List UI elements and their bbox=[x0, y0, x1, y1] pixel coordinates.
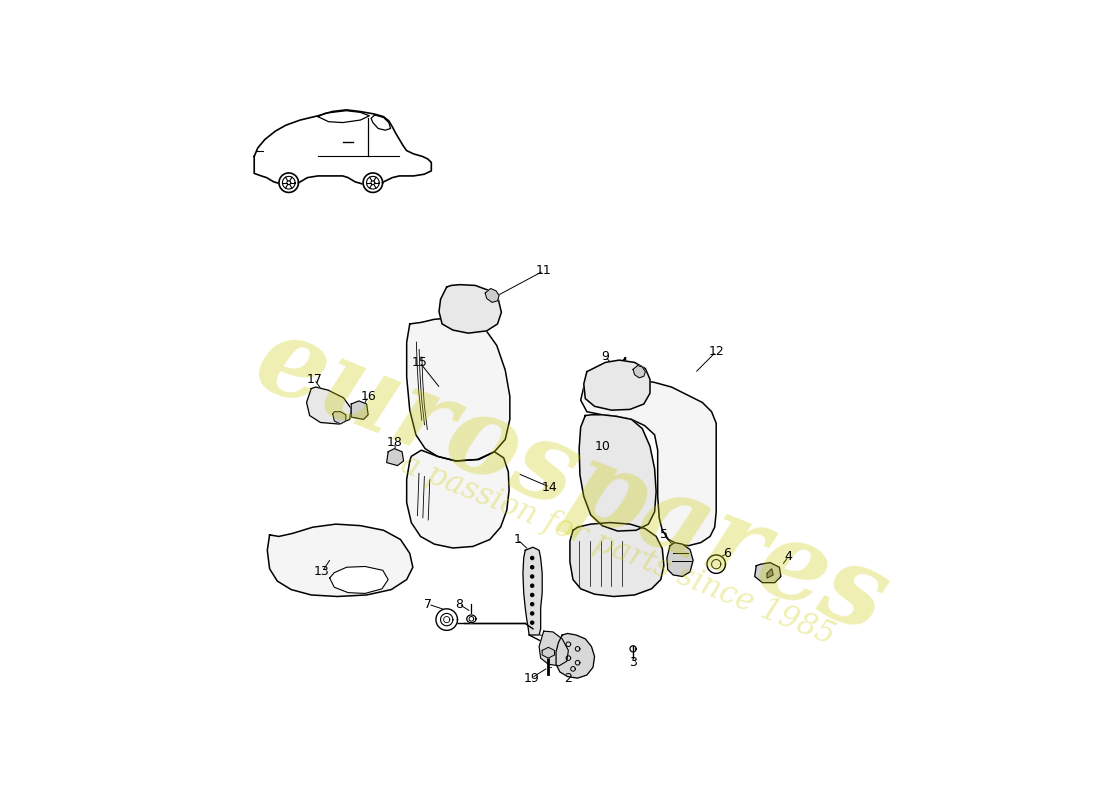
Polygon shape bbox=[667, 542, 693, 577]
Circle shape bbox=[530, 584, 533, 587]
Polygon shape bbox=[366, 176, 379, 189]
Text: eurospares: eurospares bbox=[241, 306, 902, 656]
Text: 7: 7 bbox=[425, 598, 432, 610]
Polygon shape bbox=[267, 524, 412, 597]
Polygon shape bbox=[570, 522, 664, 597]
Circle shape bbox=[530, 621, 533, 624]
Polygon shape bbox=[485, 289, 499, 302]
Polygon shape bbox=[466, 615, 476, 622]
Polygon shape bbox=[439, 285, 502, 333]
Polygon shape bbox=[307, 387, 351, 424]
Text: 15: 15 bbox=[411, 356, 428, 369]
Text: 3: 3 bbox=[629, 656, 637, 670]
Text: 18: 18 bbox=[386, 436, 403, 449]
Text: 5: 5 bbox=[660, 529, 668, 542]
Polygon shape bbox=[581, 358, 716, 546]
Text: 11: 11 bbox=[536, 264, 551, 278]
Polygon shape bbox=[755, 562, 781, 582]
Polygon shape bbox=[634, 366, 646, 378]
Polygon shape bbox=[584, 360, 650, 410]
Polygon shape bbox=[767, 569, 773, 578]
Text: 17: 17 bbox=[306, 373, 322, 386]
Polygon shape bbox=[556, 634, 594, 678]
Polygon shape bbox=[522, 547, 542, 635]
Polygon shape bbox=[407, 450, 509, 548]
Text: 14: 14 bbox=[542, 481, 558, 494]
Circle shape bbox=[530, 557, 533, 559]
Polygon shape bbox=[351, 401, 369, 419]
Circle shape bbox=[530, 575, 533, 578]
Polygon shape bbox=[363, 173, 383, 193]
Text: 4: 4 bbox=[784, 550, 792, 563]
Polygon shape bbox=[580, 414, 656, 531]
Polygon shape bbox=[387, 449, 404, 466]
Circle shape bbox=[530, 594, 533, 597]
Polygon shape bbox=[332, 412, 345, 424]
Text: 16: 16 bbox=[361, 390, 376, 403]
Polygon shape bbox=[287, 181, 290, 185]
Circle shape bbox=[530, 602, 533, 606]
Polygon shape bbox=[279, 173, 298, 193]
Polygon shape bbox=[539, 631, 569, 666]
Polygon shape bbox=[707, 555, 726, 574]
Polygon shape bbox=[283, 176, 295, 189]
Circle shape bbox=[530, 612, 533, 615]
Text: 13: 13 bbox=[315, 566, 330, 578]
Text: 6: 6 bbox=[723, 547, 730, 560]
Text: a passion for parts since 1985: a passion for parts since 1985 bbox=[396, 449, 839, 652]
Text: 19: 19 bbox=[524, 672, 539, 685]
Polygon shape bbox=[330, 566, 388, 594]
Text: 1: 1 bbox=[514, 533, 521, 546]
Text: 12: 12 bbox=[708, 345, 724, 358]
Polygon shape bbox=[542, 647, 554, 658]
Polygon shape bbox=[436, 609, 458, 630]
Text: 9: 9 bbox=[602, 350, 609, 362]
Polygon shape bbox=[371, 181, 375, 185]
Polygon shape bbox=[407, 318, 510, 461]
Polygon shape bbox=[441, 614, 453, 626]
Text: 8: 8 bbox=[455, 598, 463, 610]
Circle shape bbox=[530, 566, 533, 569]
Text: 10: 10 bbox=[594, 440, 610, 453]
Text: 2: 2 bbox=[564, 672, 572, 685]
Polygon shape bbox=[254, 110, 431, 184]
